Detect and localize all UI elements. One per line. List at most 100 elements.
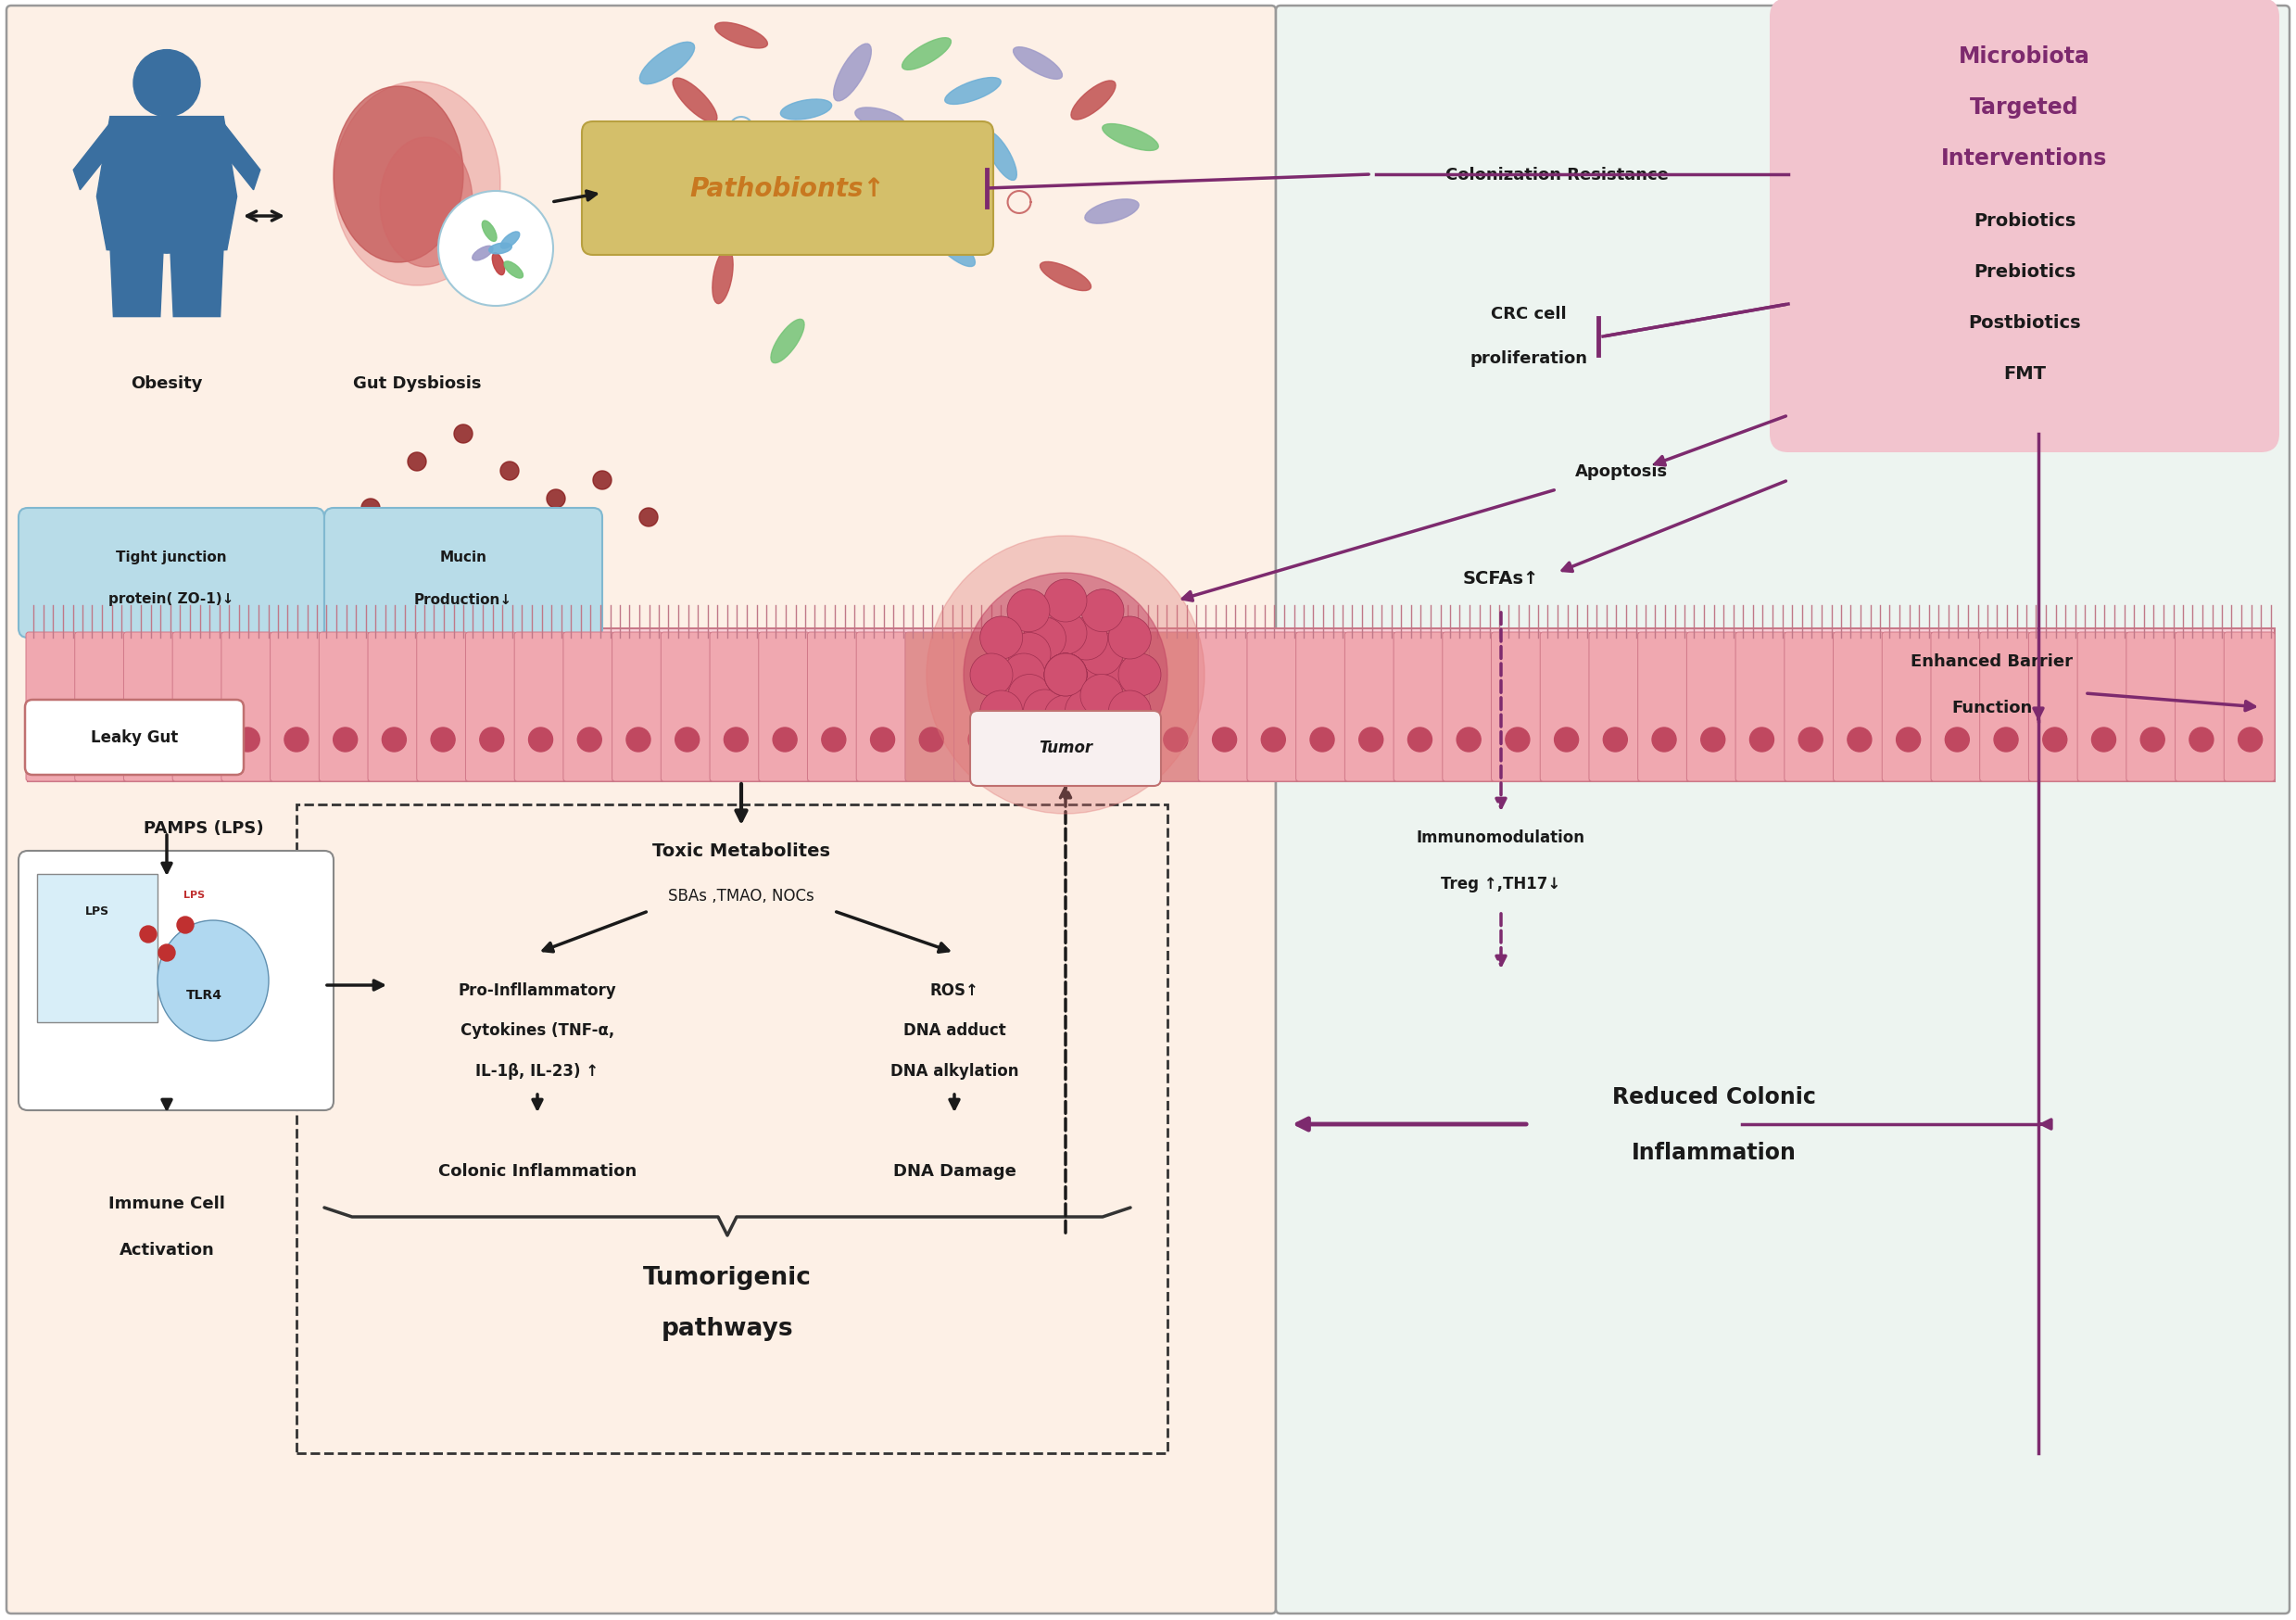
Text: pathways: pathways: [661, 1315, 794, 1340]
Text: Interventions: Interventions: [1942, 147, 2108, 170]
FancyBboxPatch shape: [1784, 633, 1835, 782]
Text: Mucin: Mucin: [439, 551, 487, 564]
FancyBboxPatch shape: [2030, 633, 2080, 782]
FancyBboxPatch shape: [1883, 633, 1933, 782]
Text: Obesity: Obesity: [131, 376, 202, 392]
FancyBboxPatch shape: [18, 509, 324, 638]
Circle shape: [1750, 727, 1775, 752]
Circle shape: [138, 727, 163, 752]
Circle shape: [870, 727, 895, 752]
Text: Prebiotics: Prebiotics: [1975, 262, 2076, 280]
Text: DNA Damage: DNA Damage: [893, 1163, 1015, 1179]
Text: protein( ZO-1)↓: protein( ZO-1)↓: [108, 593, 234, 606]
Ellipse shape: [641, 42, 696, 84]
Circle shape: [1212, 727, 1238, 752]
Text: Apoptosis: Apoptosis: [1575, 463, 1667, 480]
Circle shape: [1261, 727, 1286, 752]
FancyBboxPatch shape: [1931, 633, 1981, 782]
Circle shape: [381, 727, 406, 752]
FancyBboxPatch shape: [1979, 633, 2030, 782]
Text: Postbiotics: Postbiotics: [1968, 314, 2080, 332]
Ellipse shape: [854, 109, 905, 131]
Circle shape: [1118, 654, 1162, 697]
Polygon shape: [96, 117, 236, 254]
Text: SCFAs↑: SCFAs↑: [1463, 569, 1538, 586]
FancyBboxPatch shape: [808, 633, 859, 782]
Circle shape: [1896, 727, 1919, 752]
Circle shape: [186, 727, 211, 752]
Text: Reduced Colonic: Reduced Colonic: [1612, 1085, 1816, 1108]
Circle shape: [1603, 727, 1628, 752]
Ellipse shape: [1102, 125, 1159, 151]
Circle shape: [1653, 727, 1676, 752]
Text: Enhanced Barrier: Enhanced Barrier: [1910, 653, 2073, 669]
Polygon shape: [110, 245, 163, 318]
Text: DNA adduct: DNA adduct: [902, 1022, 1006, 1038]
Ellipse shape: [833, 45, 870, 102]
Circle shape: [2239, 727, 2262, 752]
FancyBboxPatch shape: [2126, 633, 2177, 782]
Circle shape: [439, 191, 553, 306]
Text: proliferation: proliferation: [1469, 350, 1587, 366]
Circle shape: [1065, 617, 1107, 661]
FancyBboxPatch shape: [324, 509, 602, 638]
Circle shape: [1081, 590, 1125, 632]
Circle shape: [129, 656, 149, 676]
Text: Colonization Resistance: Colonization Resistance: [1444, 167, 1669, 183]
Text: LPS: LPS: [184, 889, 204, 899]
Text: Immune Cell: Immune Cell: [108, 1196, 225, 1212]
Text: Leaky Gut: Leaky Gut: [90, 729, 179, 745]
FancyBboxPatch shape: [1150, 633, 1201, 782]
Circle shape: [969, 727, 992, 752]
Circle shape: [480, 727, 503, 752]
Text: Pro-Infllammatory: Pro-Infllammatory: [459, 982, 618, 998]
FancyBboxPatch shape: [1736, 633, 1786, 782]
Ellipse shape: [746, 149, 774, 201]
Ellipse shape: [673, 79, 716, 123]
Ellipse shape: [473, 246, 494, 261]
Circle shape: [236, 727, 259, 752]
Text: ROS↑: ROS↑: [930, 982, 978, 998]
Circle shape: [223, 591, 241, 611]
Circle shape: [1045, 654, 1086, 697]
Circle shape: [2043, 727, 2066, 752]
Ellipse shape: [158, 920, 269, 1042]
Circle shape: [1045, 580, 1086, 622]
FancyBboxPatch shape: [367, 633, 418, 782]
Polygon shape: [170, 245, 223, 318]
Circle shape: [1116, 727, 1139, 752]
FancyBboxPatch shape: [2225, 633, 2275, 782]
Circle shape: [546, 489, 565, 509]
Ellipse shape: [379, 138, 473, 267]
Circle shape: [1045, 654, 1086, 697]
Circle shape: [1456, 727, 1481, 752]
Ellipse shape: [1013, 49, 1063, 79]
FancyBboxPatch shape: [1637, 633, 1688, 782]
Circle shape: [2092, 727, 2117, 752]
FancyBboxPatch shape: [1394, 633, 1444, 782]
FancyBboxPatch shape: [1541, 633, 1591, 782]
Ellipse shape: [985, 131, 1017, 181]
Circle shape: [1848, 727, 1871, 752]
Circle shape: [1045, 654, 1086, 697]
Text: Gut Dysbiosis: Gut Dysbiosis: [354, 376, 482, 392]
Ellipse shape: [489, 243, 512, 254]
Circle shape: [501, 462, 519, 481]
FancyBboxPatch shape: [271, 633, 321, 782]
Circle shape: [1045, 654, 1086, 697]
Ellipse shape: [714, 23, 767, 49]
Circle shape: [1024, 617, 1065, 661]
Circle shape: [1554, 727, 1577, 752]
Circle shape: [177, 917, 193, 933]
Circle shape: [1045, 654, 1086, 697]
Circle shape: [1164, 727, 1187, 752]
Circle shape: [1311, 727, 1334, 752]
Circle shape: [1065, 727, 1091, 752]
Circle shape: [1086, 654, 1130, 697]
FancyBboxPatch shape: [2174, 633, 2225, 782]
Circle shape: [579, 727, 602, 752]
Circle shape: [1008, 590, 1049, 632]
Text: Function: Function: [1952, 700, 2032, 716]
Ellipse shape: [934, 232, 976, 267]
FancyBboxPatch shape: [1100, 633, 1150, 782]
